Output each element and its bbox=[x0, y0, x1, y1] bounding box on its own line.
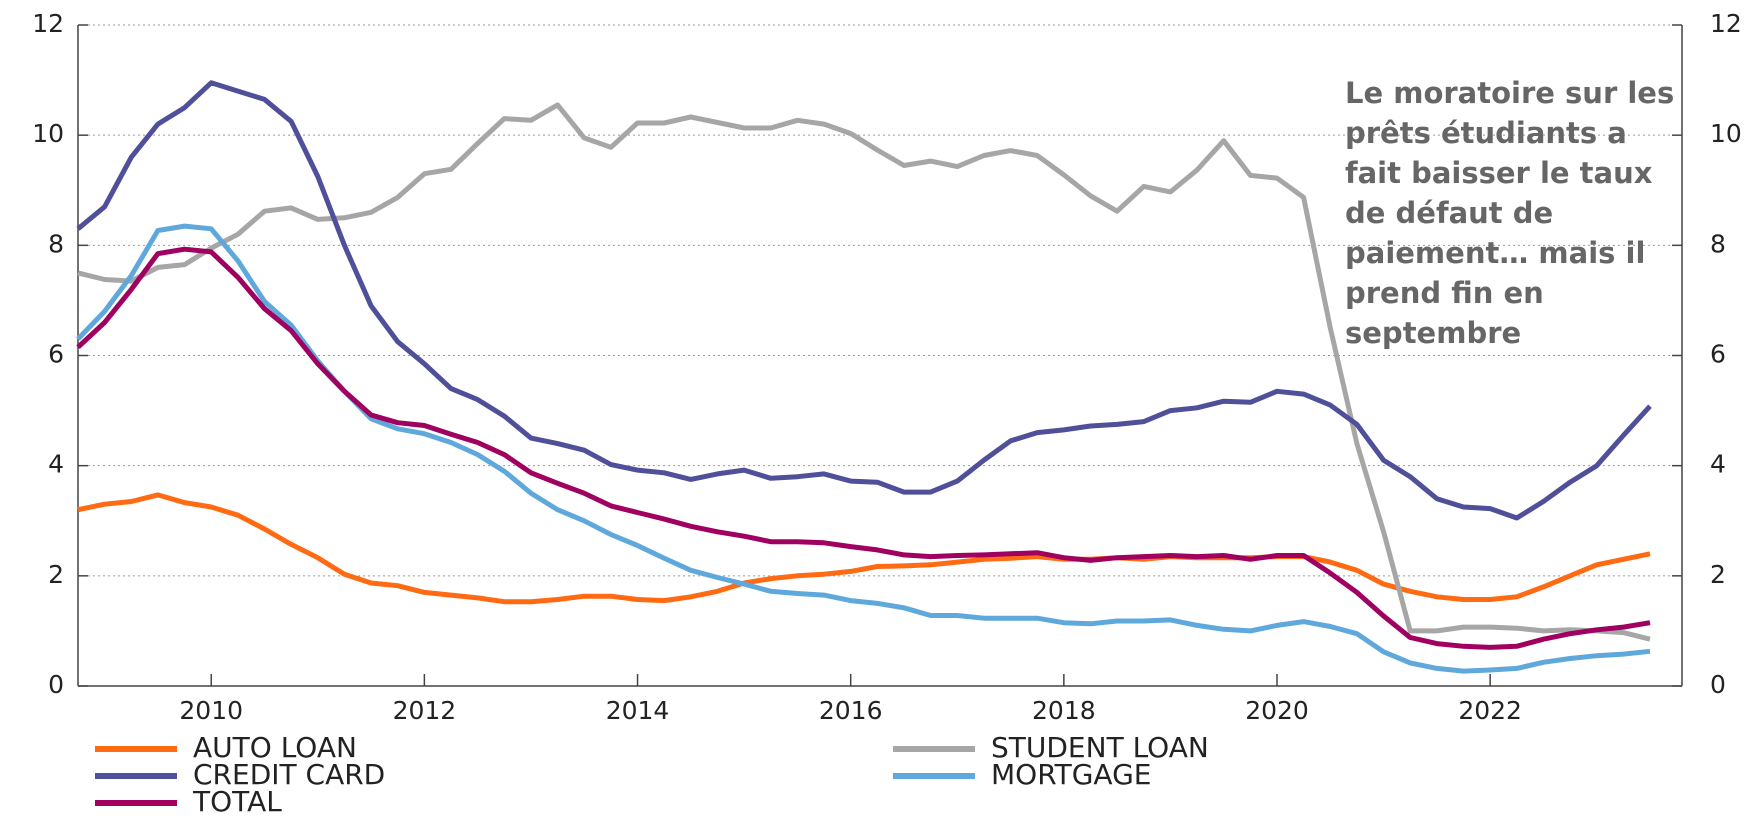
annotation: paiement… mais il bbox=[1345, 236, 1645, 270]
x-tick-label: 2014 bbox=[606, 696, 670, 725]
annotation: prend fin en bbox=[1345, 276, 1544, 310]
y-tick-label: 10 bbox=[32, 119, 64, 148]
y2-tick-label: 8 bbox=[1710, 229, 1726, 258]
x-tick-label: 2016 bbox=[819, 696, 883, 725]
y2-tick-label: 12 bbox=[1710, 9, 1742, 38]
legend-label: MORTGAGE bbox=[991, 758, 1151, 791]
legend-label: CREDIT CARD bbox=[193, 758, 385, 791]
x-tick-label: 2022 bbox=[1458, 696, 1522, 725]
series-line bbox=[76, 246, 1651, 650]
x-tick-label: 2012 bbox=[393, 696, 457, 725]
y2-tick-label: 6 bbox=[1710, 340, 1726, 369]
y-tick-label: 6 bbox=[48, 340, 64, 369]
legend-label: STUDENT LOAN bbox=[991, 731, 1209, 764]
y-tick-label: 8 bbox=[48, 229, 64, 258]
annotation: Le moratoire sur les bbox=[1345, 76, 1674, 110]
y-tick-label: 12 bbox=[32, 9, 64, 38]
y2-tick-label: 0 bbox=[1710, 670, 1726, 699]
legend-label: TOTAL bbox=[192, 785, 282, 816]
x-tick-label: 2020 bbox=[1245, 696, 1309, 725]
series-line bbox=[77, 102, 1651, 642]
y-tick-label: 2 bbox=[48, 560, 64, 589]
annotation: fait baisser le taux bbox=[1345, 156, 1653, 190]
y-tick-label: 4 bbox=[48, 450, 64, 479]
x-tick-label: 2010 bbox=[179, 696, 243, 725]
y2-tick-label: 10 bbox=[1710, 119, 1742, 148]
y2-tick-label: 4 bbox=[1710, 450, 1726, 479]
series-line bbox=[77, 492, 1651, 605]
series-line bbox=[76, 80, 1652, 521]
legend-label: AUTO LOAN bbox=[193, 731, 357, 764]
y-tick-label: 0 bbox=[48, 670, 64, 699]
y2-tick-label: 2 bbox=[1710, 560, 1726, 589]
annotation: de défaut de bbox=[1345, 196, 1553, 230]
annotation: prêts étudiants a bbox=[1345, 116, 1627, 150]
x-tick-label: 2018 bbox=[1032, 696, 1096, 725]
annotation: septembre bbox=[1345, 316, 1521, 350]
